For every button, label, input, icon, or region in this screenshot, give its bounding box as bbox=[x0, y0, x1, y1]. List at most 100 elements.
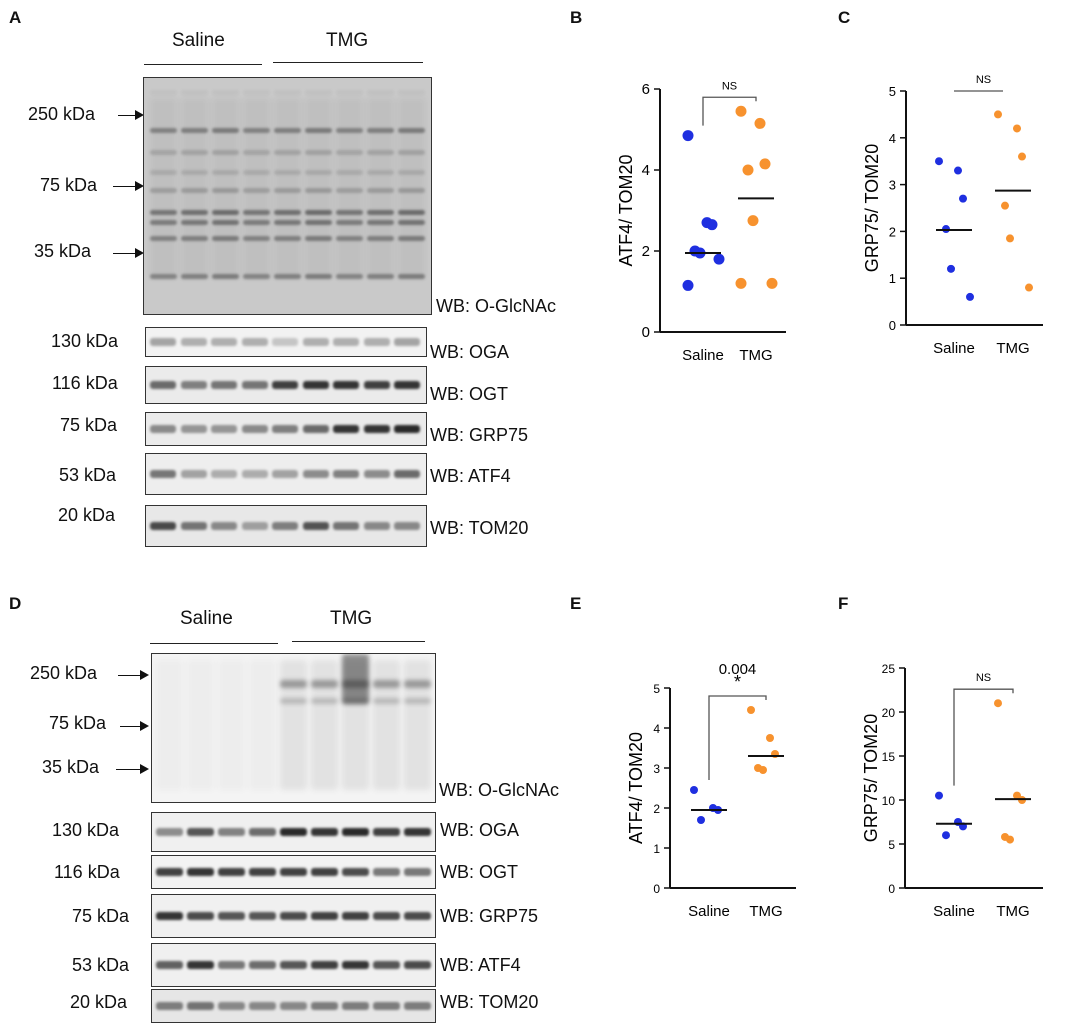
blot-band bbox=[302, 425, 329, 433]
marker-arrow-250-a bbox=[118, 110, 144, 120]
blot-band bbox=[336, 170, 363, 175]
blot-band bbox=[333, 338, 359, 346]
blot-band bbox=[180, 338, 207, 346]
blot-o-glcnac-a bbox=[143, 77, 432, 315]
marker-35-d: 35 kDa bbox=[42, 757, 100, 777]
marker-75-d: 75 kDa bbox=[49, 713, 107, 733]
blot-band bbox=[274, 90, 301, 95]
x-tick-label: Saline bbox=[682, 347, 724, 364]
blot-band bbox=[373, 698, 400, 704]
x-tick-label: TMG bbox=[996, 340, 1029, 357]
blot-band bbox=[367, 128, 394, 133]
y-tick-label: 15 bbox=[882, 750, 896, 764]
data-point-tmg bbox=[766, 734, 774, 742]
blot-o-glcnac-d bbox=[151, 653, 436, 803]
blot-band bbox=[398, 128, 425, 133]
y-tick-label: 2 bbox=[642, 243, 650, 260]
blot-band bbox=[373, 961, 400, 969]
y-tick-label: 25 bbox=[882, 662, 896, 676]
blot-band bbox=[180, 470, 207, 478]
blot-band bbox=[342, 660, 369, 790]
marker-arrow-250-d bbox=[118, 670, 149, 680]
blot-band bbox=[311, 660, 338, 790]
blot-band bbox=[243, 128, 270, 133]
blot-band bbox=[243, 90, 270, 95]
blot-band bbox=[404, 698, 431, 704]
wb-label-o-glcnac-a: WB: O-GlcNAc bbox=[436, 296, 556, 316]
blot-band bbox=[243, 188, 270, 193]
data-point-saline bbox=[682, 130, 694, 142]
blot-tom20-a bbox=[145, 505, 427, 547]
blot-band bbox=[305, 150, 332, 155]
y-axis-label: GRP75/ TOM20 bbox=[862, 144, 882, 272]
marker-75-a: 75 kDa bbox=[40, 175, 98, 195]
blot-band bbox=[243, 220, 270, 225]
blot-atf4-d bbox=[151, 943, 436, 987]
y-axis-label: ATF4/ TOM20 bbox=[626, 732, 646, 844]
blot-band bbox=[150, 90, 177, 95]
blot-band bbox=[272, 425, 298, 433]
x-tick-label: Saline bbox=[933, 340, 975, 357]
x-tick-label: TMG bbox=[739, 347, 772, 364]
blot-band bbox=[404, 912, 431, 920]
group-label-saline-a: Saline bbox=[172, 30, 225, 51]
blot-band bbox=[367, 90, 394, 95]
blot-band bbox=[272, 338, 298, 346]
data-point-tmg bbox=[1025, 283, 1033, 292]
chart-e: 0 1 2 3 4 5 ATF4/ TOM20 Saline TMG *0.004 bbox=[626, 661, 796, 920]
blot-band bbox=[367, 170, 394, 175]
blot-band bbox=[280, 961, 307, 969]
blot-band bbox=[373, 660, 400, 790]
blot-band bbox=[274, 236, 301, 241]
blot-tom20-d bbox=[151, 989, 436, 1023]
marker-250-d: 250 kDa bbox=[30, 663, 98, 683]
blot-band bbox=[305, 236, 332, 241]
y-tick-label: 0 bbox=[888, 882, 895, 896]
blot-band bbox=[367, 220, 394, 225]
strip-kda-d-3: 53 kDa bbox=[72, 955, 130, 975]
blot-band bbox=[302, 338, 329, 346]
blot-band bbox=[398, 236, 425, 241]
blot-band bbox=[363, 470, 390, 478]
data-point-saline bbox=[935, 791, 943, 800]
data-point-saline bbox=[947, 264, 955, 273]
blot-band bbox=[367, 236, 394, 241]
y-tick-label: 3 bbox=[889, 178, 896, 193]
blot-band bbox=[181, 274, 208, 279]
x-tick-label: Saline bbox=[688, 903, 730, 920]
data-point-tmg bbox=[994, 699, 1002, 708]
chart-c: 0 1 2 3 4 5 GRP75/ TOM20 Saline TMG NS bbox=[862, 74, 1043, 357]
wb-label-tom20-d: WB: TOM20 bbox=[440, 992, 539, 1012]
blot-band bbox=[302, 522, 329, 530]
y-tick-label: 5 bbox=[888, 838, 895, 852]
blot-band bbox=[394, 425, 420, 433]
blot-band bbox=[181, 98, 208, 278]
panel-letter-a: A bbox=[9, 8, 22, 27]
significance-bracket bbox=[708, 695, 767, 780]
blot-band bbox=[180, 522, 207, 530]
data-point-tmg bbox=[994, 110, 1002, 119]
blot-band bbox=[311, 680, 338, 688]
blot-band bbox=[394, 338, 420, 346]
blot-band bbox=[394, 470, 420, 478]
blot-band bbox=[218, 828, 245, 836]
significance-bracket bbox=[953, 688, 1014, 786]
blot-band bbox=[404, 828, 431, 836]
blot-band bbox=[336, 274, 363, 279]
blot-band bbox=[212, 98, 239, 278]
blot-band bbox=[212, 90, 239, 95]
blot-band bbox=[367, 210, 394, 215]
chart-f: 0 5 10 15 20 25 GRP75/ TOM20 Saline TMG NS bbox=[861, 662, 1043, 920]
y-tick-label: 1 bbox=[889, 271, 896, 286]
blot-band bbox=[150, 381, 176, 389]
blot-band bbox=[305, 274, 332, 279]
blot-band bbox=[333, 381, 359, 389]
blot-band bbox=[156, 868, 183, 876]
blot-band bbox=[211, 470, 237, 478]
blot-band bbox=[212, 236, 239, 241]
blot-band bbox=[367, 188, 394, 193]
blot-ogt-a bbox=[145, 366, 427, 404]
data-point-tmg bbox=[1006, 234, 1014, 243]
wb-label-oga-a: WB: OGA bbox=[430, 342, 510, 362]
blot-band bbox=[311, 961, 338, 969]
